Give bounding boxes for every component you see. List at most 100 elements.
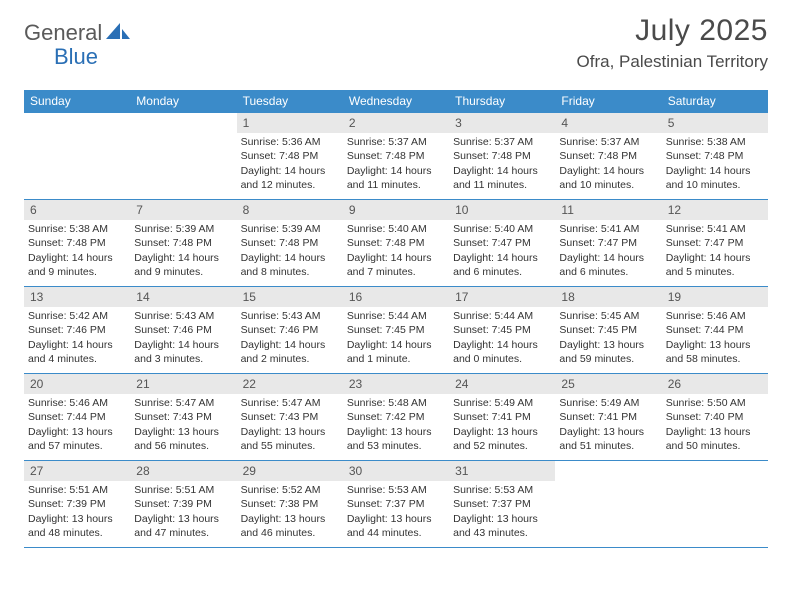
sunset-text: Sunset: 7:43 PM [241, 410, 339, 424]
title-block: July 2025 Ofra, Palestinian Territory [577, 14, 768, 72]
sunrise-text: Sunrise: 5:36 AM [241, 135, 339, 149]
sunrise-text: Sunrise: 5:47 AM [241, 396, 339, 410]
day-cell: 6Sunrise: 5:38 AMSunset: 7:48 PMDaylight… [24, 200, 130, 286]
sunrise-text: Sunrise: 5:51 AM [134, 483, 232, 497]
daylight-text: Daylight: 14 hours and 3 minutes. [134, 338, 232, 366]
day-cell: 29Sunrise: 5:52 AMSunset: 7:38 PMDayligh… [237, 461, 343, 547]
daylight-text: Daylight: 14 hours and 10 minutes. [559, 164, 657, 192]
day-body: Sunrise: 5:42 AMSunset: 7:46 PMDaylight:… [24, 307, 130, 370]
day-body: Sunrise: 5:39 AMSunset: 7:48 PMDaylight:… [130, 220, 236, 283]
day-body: Sunrise: 5:44 AMSunset: 7:45 PMDaylight:… [343, 307, 449, 370]
sunset-text: Sunset: 7:41 PM [453, 410, 551, 424]
daylight-text: Daylight: 13 hours and 52 minutes. [453, 425, 551, 453]
day-cell: 10Sunrise: 5:40 AMSunset: 7:47 PMDayligh… [449, 200, 555, 286]
sunset-text: Sunset: 7:48 PM [241, 149, 339, 163]
day-body: Sunrise: 5:49 AMSunset: 7:41 PMDaylight:… [449, 394, 555, 457]
day-number: 8 [237, 200, 343, 220]
sunrise-text: Sunrise: 5:42 AM [28, 309, 126, 323]
sunset-text: Sunset: 7:41 PM [559, 410, 657, 424]
day-cell: 2Sunrise: 5:37 AMSunset: 7:48 PMDaylight… [343, 113, 449, 199]
sunset-text: Sunset: 7:39 PM [134, 497, 232, 511]
location-subtitle: Ofra, Palestinian Territory [577, 52, 768, 72]
sunset-text: Sunset: 7:40 PM [666, 410, 764, 424]
day-number: 4 [555, 113, 661, 133]
sunset-text: Sunset: 7:42 PM [347, 410, 445, 424]
sunrise-text: Sunrise: 5:38 AM [666, 135, 764, 149]
daylight-text: Daylight: 14 hours and 10 minutes. [666, 164, 764, 192]
daylight-text: Daylight: 13 hours and 55 minutes. [241, 425, 339, 453]
day-cell: 14Sunrise: 5:43 AMSunset: 7:46 PMDayligh… [130, 287, 236, 373]
week-row: 6Sunrise: 5:38 AMSunset: 7:48 PMDaylight… [24, 200, 768, 287]
weeks-container: 1Sunrise: 5:36 AMSunset: 7:48 PMDaylight… [24, 113, 768, 548]
day-body: Sunrise: 5:38 AMSunset: 7:48 PMDaylight:… [662, 133, 768, 196]
sunrise-text: Sunrise: 5:40 AM [453, 222, 551, 236]
brand-sail-icon [106, 21, 130, 46]
sunset-text: Sunset: 7:45 PM [559, 323, 657, 337]
day-number: 21 [130, 374, 236, 394]
day-body: Sunrise: 5:36 AMSunset: 7:48 PMDaylight:… [237, 133, 343, 196]
sunset-text: Sunset: 7:44 PM [28, 410, 126, 424]
sunrise-text: Sunrise: 5:48 AM [347, 396, 445, 410]
daylight-text: Daylight: 13 hours and 50 minutes. [666, 425, 764, 453]
sunrise-text: Sunrise: 5:39 AM [134, 222, 232, 236]
daylight-text: Daylight: 14 hours and 4 minutes. [28, 338, 126, 366]
day-number: 15 [237, 287, 343, 307]
daylight-text: Daylight: 13 hours and 58 minutes. [666, 338, 764, 366]
day-cell [555, 461, 661, 547]
day-number: 26 [662, 374, 768, 394]
sunset-text: Sunset: 7:47 PM [666, 236, 764, 250]
day-body: Sunrise: 5:51 AMSunset: 7:39 PMDaylight:… [130, 481, 236, 544]
day-cell: 16Sunrise: 5:44 AMSunset: 7:45 PMDayligh… [343, 287, 449, 373]
day-number: 31 [449, 461, 555, 481]
day-number: 2 [343, 113, 449, 133]
sunrise-text: Sunrise: 5:47 AM [134, 396, 232, 410]
day-number: 12 [662, 200, 768, 220]
sunrise-text: Sunrise: 5:49 AM [453, 396, 551, 410]
day-cell [130, 113, 236, 199]
day-body: Sunrise: 5:44 AMSunset: 7:45 PMDaylight:… [449, 307, 555, 370]
page-title: July 2025 [577, 14, 768, 48]
sunset-text: Sunset: 7:46 PM [134, 323, 232, 337]
day-cell: 4Sunrise: 5:37 AMSunset: 7:48 PMDaylight… [555, 113, 661, 199]
day-number: 25 [555, 374, 661, 394]
day-cell: 13Sunrise: 5:42 AMSunset: 7:46 PMDayligh… [24, 287, 130, 373]
sunset-text: Sunset: 7:45 PM [347, 323, 445, 337]
sunrise-text: Sunrise: 5:41 AM [666, 222, 764, 236]
day-cell: 8Sunrise: 5:39 AMSunset: 7:48 PMDaylight… [237, 200, 343, 286]
dow-saturday: Saturday [662, 90, 768, 113]
sunrise-text: Sunrise: 5:53 AM [453, 483, 551, 497]
sunset-text: Sunset: 7:48 PM [134, 236, 232, 250]
sunrise-text: Sunrise: 5:37 AM [453, 135, 551, 149]
sunset-text: Sunset: 7:43 PM [134, 410, 232, 424]
sunrise-text: Sunrise: 5:46 AM [28, 396, 126, 410]
day-number: 3 [449, 113, 555, 133]
week-row: 27Sunrise: 5:51 AMSunset: 7:39 PMDayligh… [24, 461, 768, 548]
sunset-text: Sunset: 7:48 PM [347, 149, 445, 163]
sunset-text: Sunset: 7:47 PM [453, 236, 551, 250]
day-number: 10 [449, 200, 555, 220]
day-cell: 15Sunrise: 5:43 AMSunset: 7:46 PMDayligh… [237, 287, 343, 373]
daylight-text: Daylight: 13 hours and 59 minutes. [559, 338, 657, 366]
sunset-text: Sunset: 7:37 PM [347, 497, 445, 511]
sunset-text: Sunset: 7:39 PM [28, 497, 126, 511]
day-number: 23 [343, 374, 449, 394]
dow-monday: Monday [130, 90, 236, 113]
daylight-text: Daylight: 14 hours and 9 minutes. [28, 251, 126, 279]
day-number: 1 [237, 113, 343, 133]
week-row: 1Sunrise: 5:36 AMSunset: 7:48 PMDaylight… [24, 113, 768, 200]
day-body: Sunrise: 5:43 AMSunset: 7:46 PMDaylight:… [130, 307, 236, 370]
day-cell: 30Sunrise: 5:53 AMSunset: 7:37 PMDayligh… [343, 461, 449, 547]
dow-thursday: Thursday [449, 90, 555, 113]
daylight-text: Daylight: 14 hours and 9 minutes. [134, 251, 232, 279]
day-body: Sunrise: 5:50 AMSunset: 7:40 PMDaylight:… [662, 394, 768, 457]
day-body: Sunrise: 5:37 AMSunset: 7:48 PMDaylight:… [555, 133, 661, 196]
day-number: 30 [343, 461, 449, 481]
daylight-text: Daylight: 14 hours and 1 minute. [347, 338, 445, 366]
day-number: 18 [555, 287, 661, 307]
brand-word-1: General [24, 20, 102, 46]
sunrise-text: Sunrise: 5:52 AM [241, 483, 339, 497]
sunrise-text: Sunrise: 5:43 AM [241, 309, 339, 323]
day-cell: 28Sunrise: 5:51 AMSunset: 7:39 PMDayligh… [130, 461, 236, 547]
sunset-text: Sunset: 7:44 PM [666, 323, 764, 337]
day-body: Sunrise: 5:40 AMSunset: 7:47 PMDaylight:… [449, 220, 555, 283]
